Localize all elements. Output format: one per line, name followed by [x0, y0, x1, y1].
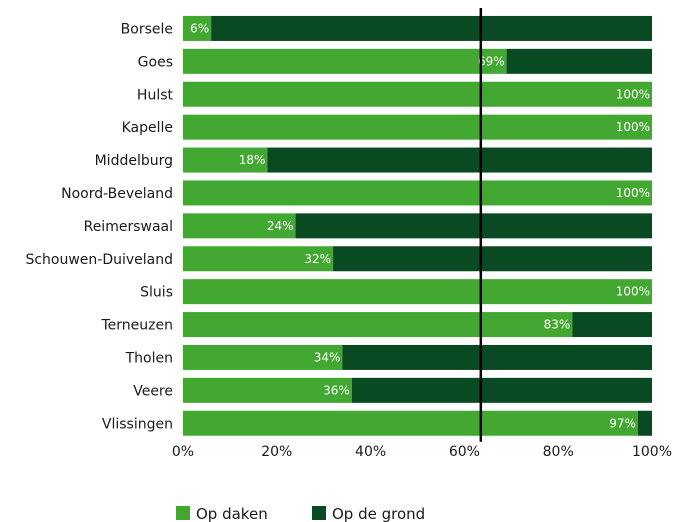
- bar-op-de-grond: [572, 312, 652, 338]
- category-label: Schouwen-Duiveland: [25, 252, 173, 268]
- bar-op-daken: [183, 147, 268, 173]
- category-label: Middelburg: [95, 153, 173, 169]
- legend-swatch: [176, 506, 190, 520]
- data-label: 100%: [616, 186, 650, 200]
- bar-op-daken: [183, 48, 507, 74]
- data-label: 18%: [239, 153, 266, 167]
- legend-label: Op daken: [196, 505, 268, 522]
- bar-op-de-grond: [267, 147, 652, 173]
- category-label: Borsele: [121, 21, 173, 37]
- category-label: Veere: [133, 383, 173, 399]
- category-label: Hulst: [137, 87, 174, 103]
- bar-op-de-grond: [211, 15, 652, 41]
- bars-group: [183, 15, 652, 436]
- data-label: 97%: [609, 416, 636, 430]
- bar-op-daken: [183, 344, 343, 370]
- x-axis-ticks: 0% 20% 40% 60% 80% 100%: [172, 444, 672, 460]
- data-label: 36%: [323, 383, 350, 397]
- x-tick-label: 0%: [172, 444, 194, 460]
- category-label: Vlissingen: [102, 416, 173, 432]
- data-label: 100%: [616, 285, 650, 299]
- bar-op-daken: [183, 410, 638, 436]
- x-tick-label: 100%: [632, 444, 672, 460]
- bar-op-daken: [183, 279, 652, 305]
- bar-op-daken: [183, 377, 352, 403]
- category-label: Kapelle: [122, 120, 173, 136]
- bar-op-daken: [183, 15, 212, 41]
- bar-op-de-grond: [637, 410, 652, 436]
- bar-op-de-grond: [506, 48, 652, 74]
- category-label: Noord-Beveland: [61, 186, 173, 202]
- data-label: 100%: [616, 87, 650, 101]
- data-label: 34%: [314, 350, 341, 364]
- legend-label: Op de grond: [332, 505, 425, 522]
- x-tick-label: 20%: [261, 444, 292, 460]
- bar-op-de-grond: [333, 246, 652, 272]
- bar-op-daken: [183, 81, 652, 107]
- legend-swatch: [312, 506, 326, 520]
- legend: Op daken Op de grond: [176, 505, 425, 522]
- bar-op-de-grond: [295, 213, 652, 239]
- category-label: Sluis: [140, 285, 173, 301]
- data-label: 69%: [478, 54, 505, 68]
- data-label: 100%: [616, 120, 650, 134]
- data-label: 6%: [190, 21, 209, 35]
- category-label: Terneuzen: [101, 318, 174, 334]
- category-label: Tholen: [125, 350, 173, 366]
- bar-op-daken: [183, 312, 573, 338]
- category-label: Reimerswaal: [84, 219, 173, 235]
- data-label: 83%: [544, 318, 571, 332]
- data-label: 24%: [267, 219, 294, 233]
- bar-op-de-grond: [342, 344, 652, 370]
- bar-op-daken: [183, 180, 652, 206]
- x-tick-label: 80%: [543, 444, 574, 460]
- data-labels: 6% 69% 100% 100% 18% 100% 24% 32% 100% 83% 34% 36% 9…: [190, 21, 650, 430]
- bar-op-daken: [183, 213, 296, 239]
- x-tick-label: 40%: [355, 444, 386, 460]
- bar-op-de-grond: [351, 377, 652, 403]
- data-label: 32%: [304, 252, 331, 266]
- category-label: Goes: [138, 54, 173, 70]
- x-tick-label: 60%: [449, 444, 480, 460]
- bar-op-daken: [183, 246, 334, 272]
- bar-op-daken: [183, 114, 652, 140]
- category-labels: Borsele Goes Hulst Kapelle Middelburg Noord-B…: [25, 21, 173, 432]
